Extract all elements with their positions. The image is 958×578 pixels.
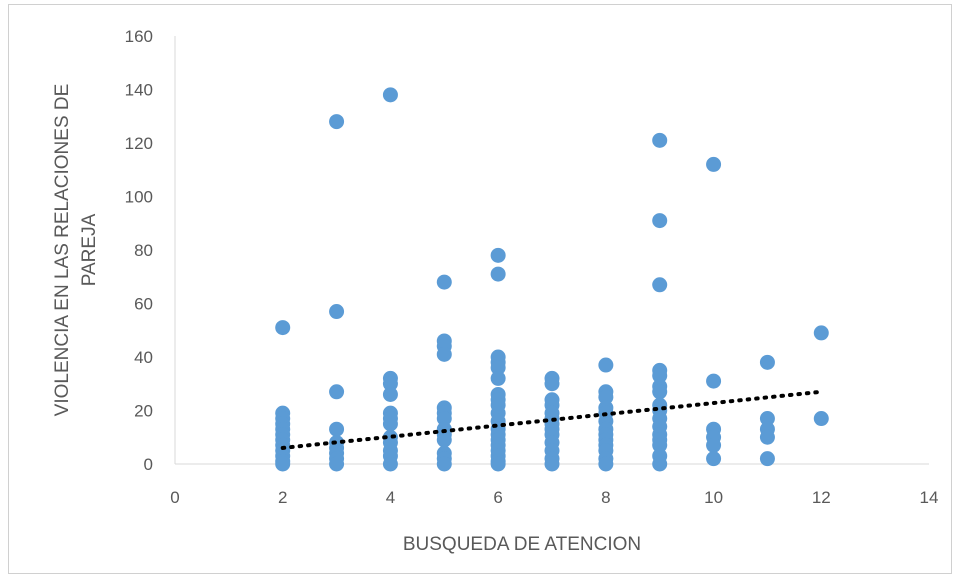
data-point: [382, 456, 398, 472]
data-point: [490, 456, 506, 472]
data-point: [706, 156, 722, 172]
data-point: [329, 304, 345, 320]
data-point: [652, 277, 668, 293]
x-tick-label: 2: [278, 488, 287, 507]
data-point: [490, 247, 506, 263]
data-point: [759, 354, 775, 370]
y-axis-title: VIOLENCIA EN LAS RELACIONES DE PAREJA: [52, 84, 100, 417]
x-tick-label: 6: [493, 488, 502, 507]
data-point: [490, 266, 506, 282]
data-point: [490, 360, 506, 376]
x-tick-label: 12: [812, 488, 831, 507]
data-point: [652, 384, 668, 400]
data-point: [275, 456, 291, 472]
data-point: [813, 325, 829, 341]
data-point: [436, 411, 452, 427]
x-axis-title: BUSQUEDA DE ATENCION: [403, 534, 641, 555]
y-axis-title-line: VIOLENCIA EN LAS RELACIONES DE: [52, 84, 73, 417]
y-tick-label: 60: [134, 295, 153, 314]
y-tick-label: 0: [144, 455, 153, 474]
x-tick-label: 4: [386, 488, 395, 507]
data-point: [436, 346, 452, 362]
data-point: [652, 456, 668, 472]
data-point: [652, 437, 668, 453]
x-axis-tick-labels: 0 2 4 6 8 10 12 14: [170, 488, 938, 507]
x-tick-label: 10: [704, 488, 723, 507]
data-point: [706, 451, 722, 467]
data-point: [382, 87, 398, 103]
x-tick-label: 14: [920, 488, 939, 507]
x-tick-label: 0: [170, 488, 179, 507]
data-point: [706, 373, 722, 389]
data-points: [275, 87, 829, 472]
data-point: [598, 389, 614, 405]
data-point: [598, 456, 614, 472]
data-point: [759, 451, 775, 467]
y-tick-label: 160: [125, 27, 153, 46]
data-point: [436, 456, 452, 472]
data-point: [706, 437, 722, 453]
y-tick-label: 20: [134, 402, 153, 421]
data-point: [813, 411, 829, 427]
data-point: [382, 416, 398, 432]
y-tick-label: 100: [125, 188, 153, 207]
data-point: [329, 421, 345, 437]
data-point: [329, 384, 345, 400]
data-point: [329, 456, 345, 472]
data-point: [598, 357, 614, 373]
data-point: [544, 376, 560, 392]
y-tick-label: 140: [125, 81, 153, 100]
data-point: [652, 213, 668, 229]
data-point: [652, 132, 668, 148]
data-point: [382, 386, 398, 402]
trendline: [280, 389, 824, 450]
x-tick-label: 8: [601, 488, 610, 507]
y-tick-label: 80: [134, 241, 153, 260]
data-point: [382, 376, 398, 392]
data-point: [759, 411, 775, 427]
data-point: [490, 370, 506, 386]
y-axis-tick-labels: 0 20 40 60 80 100 120 140 160: [125, 27, 153, 474]
data-point: [436, 432, 452, 448]
data-point: [436, 274, 452, 290]
y-axis-title-line: PAREJA: [79, 213, 100, 286]
chart-frame: [8, 4, 952, 574]
data-point: [652, 368, 668, 384]
data-point: [544, 456, 560, 472]
data-point: [275, 320, 291, 336]
data-point: [329, 114, 345, 130]
y-tick-label: 120: [125, 134, 153, 153]
y-tick-label: 40: [134, 348, 153, 367]
data-point: [759, 429, 775, 445]
